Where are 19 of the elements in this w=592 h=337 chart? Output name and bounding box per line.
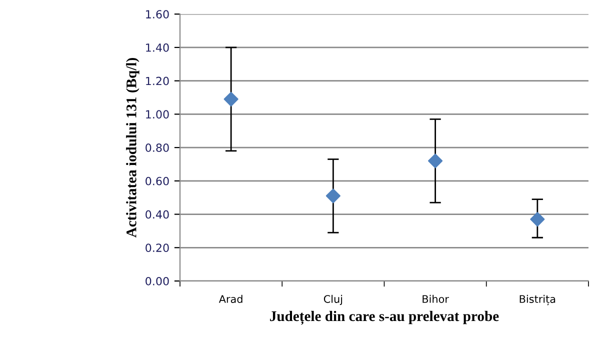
point (326, 188, 340, 204)
x-tick-label: Bihor (422, 294, 449, 303)
y-tick-label: 0.40 (146, 210, 169, 219)
y-tick-label: 1.00 (146, 110, 169, 119)
y-tick-label: 1.20 (146, 76, 169, 86)
y-tick-label: 1.60 (146, 10, 169, 18)
y-tick-label: 1.40 (146, 43, 169, 52)
y-tick-label: 0.60 (146, 176, 169, 186)
y-tick-label: 0.20 (146, 244, 169, 252)
point (428, 154, 443, 168)
point (530, 212, 545, 227)
point (224, 92, 238, 106)
y-tick-label: 0.00 (146, 276, 169, 286)
x-axis-title: Județele din care s-au prelevat probe (270, 310, 499, 325)
x-tick-label: Bistrița (520, 294, 556, 306)
y-tick-label: 0.80 (146, 144, 169, 152)
x-tick-label: Arad (218, 294, 242, 303)
y-axis-title: Activitatea iodului 131 (Bq/l) (126, 58, 140, 238)
x-tick-label: Cluj (324, 294, 342, 305)
